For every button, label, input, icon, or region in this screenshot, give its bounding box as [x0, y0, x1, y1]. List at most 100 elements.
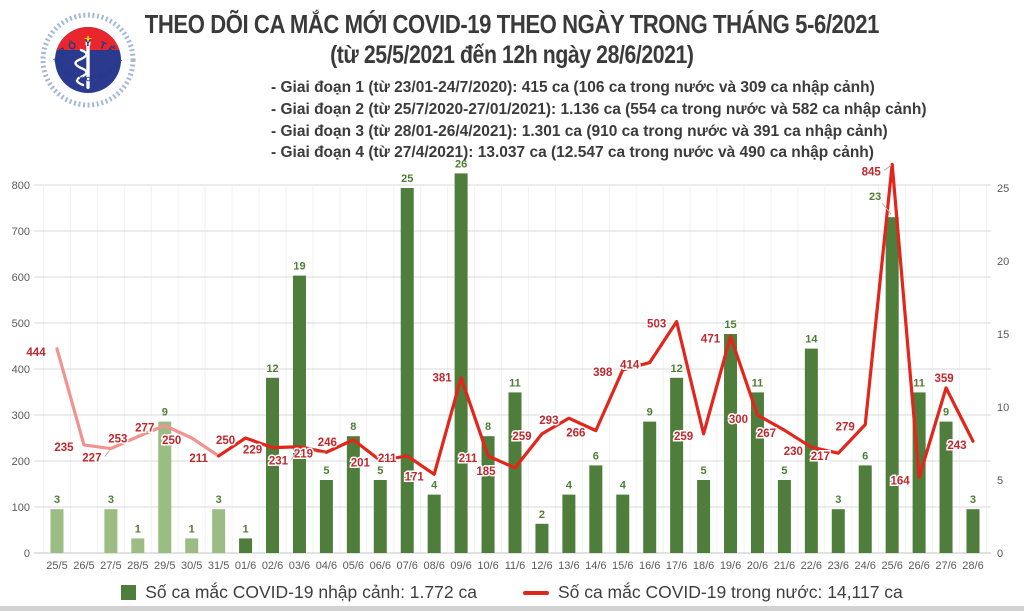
- bar-label: 25: [401, 173, 413, 185]
- logo-staff-head: [85, 40, 91, 47]
- left-axis-tick: 500: [12, 318, 30, 330]
- bar: [858, 465, 872, 553]
- x-axis-label: 23/6: [828, 560, 849, 572]
- bars-imported-cases: [50, 173, 980, 553]
- x-axis-label: 17/6: [666, 560, 687, 572]
- bottom-window-edge: [0, 606, 1024, 611]
- line-label: 201: [351, 458, 371, 470]
- covid-daily-chart: 3 319131121958525426811246491251511514362…: [12, 158, 1010, 572]
- bar: [724, 334, 738, 553]
- line-label: 444: [26, 347, 46, 359]
- bar-label: 9: [162, 407, 168, 419]
- bar: [885, 217, 899, 553]
- logo-snake-icon: [74, 48, 88, 87]
- x-axis-label: 27/5: [100, 560, 121, 572]
- line-label: 211: [189, 453, 208, 465]
- bar-label: 3: [970, 494, 976, 506]
- bar: [454, 173, 468, 553]
- bar: [185, 538, 199, 553]
- bar-label: 5: [377, 465, 383, 477]
- legend-domestic: Số ca mắc COVID-19 trong nước: 14,117 ca: [522, 582, 903, 603]
- line-label: 211: [378, 453, 397, 465]
- line-label: 243: [947, 440, 966, 452]
- right-axis-tick: 0: [997, 548, 1003, 560]
- x-axis-label: 03/6: [289, 560, 310, 572]
- line-label: 398: [593, 367, 613, 379]
- bar: [616, 494, 630, 553]
- right-axis-ticks: 0 5 10 15 20 25: [997, 183, 1009, 560]
- bar-label: 11: [913, 377, 925, 389]
- line-label: 503: [647, 319, 666, 331]
- x-axis-label: 01/6: [235, 560, 256, 572]
- label-leader-lines: [104, 164, 892, 460]
- legend-imported: Số ca mắc COVID-19 nhập cảnh: 1.772 ca: [121, 582, 477, 603]
- line-label: 471: [701, 333, 721, 345]
- line-label: 414: [620, 360, 640, 372]
- page-subtitle: (từ 25/5/2021 đến 12h ngày 28/6/2021): [0, 41, 1024, 70]
- phase-line-1: - Giai đoạn 1 (từ 23/01-24/7/2020): 415 …: [271, 79, 875, 96]
- bar: [562, 494, 576, 553]
- x-axis-label: 20/6: [747, 560, 768, 572]
- line-label: 381: [433, 373, 453, 385]
- bar-label: 2: [539, 509, 545, 521]
- bar: [831, 509, 845, 553]
- line-label: 235: [54, 442, 74, 454]
- x-axis-label: 05/6: [343, 560, 364, 572]
- x-axis-date-labels: 25/5 26/5 27/5 28/5 29/5 30/5 31/5 01/6 02/6 03/6…: [46, 560, 983, 572]
- left-axis-tick: 600: [12, 272, 30, 284]
- bar-label: 4: [566, 480, 573, 492]
- x-axis-label: 08/6: [423, 560, 444, 572]
- bar-label: 26: [455, 158, 467, 170]
- bar-label: 9: [943, 407, 949, 419]
- line-label: 217: [811, 451, 830, 463]
- x-axis-label: 16/6: [639, 560, 660, 572]
- x-axis-label: 06/6: [370, 560, 391, 572]
- bar: [481, 436, 495, 553]
- bar: [643, 421, 657, 553]
- bar: [400, 188, 414, 553]
- x-axis-label: 29/5: [154, 560, 175, 572]
- x-axis-label: 14/6: [585, 560, 606, 572]
- phase-line-2: - Giai đoạn 2 (từ 25/7/2020-27/01/2021):…: [271, 100, 927, 118]
- x-axis-label: 30/5: [181, 560, 202, 572]
- bar-label: 11: [752, 377, 764, 389]
- left-axis-tick: 300: [12, 410, 30, 422]
- x-axis-label: 13/6: [558, 560, 579, 572]
- line-domestic-cases: [55, 162, 975, 480]
- line-label: 253: [108, 434, 127, 446]
- line-label: 293: [539, 415, 558, 427]
- legend-domestic-marker-icon: [522, 590, 549, 595]
- bar: [50, 509, 64, 553]
- bar: [697, 480, 711, 553]
- bar: [292, 275, 306, 553]
- bar: [373, 480, 387, 553]
- x-axis-label: 11/6: [505, 560, 526, 572]
- bar-label: 5: [323, 465, 329, 477]
- bar-label: 3: [835, 494, 841, 506]
- bar: [427, 494, 441, 553]
- legend-imported-marker-icon: [121, 585, 137, 600]
- bar-label: 3: [216, 494, 222, 506]
- x-axis-label: 09/6: [450, 560, 471, 572]
- x-axis-label: 28/6: [962, 560, 983, 572]
- bar-label: 3: [54, 494, 60, 506]
- bar: [750, 392, 764, 553]
- line-june-segment: [217, 162, 975, 480]
- left-axis-tick: 400: [12, 364, 30, 376]
- left-axis-tick: 700: [12, 226, 30, 238]
- bar: [266, 377, 280, 553]
- phase-summary-block: - Giai đoạn 1 (từ 23/01-24/7/2020): 415 …: [271, 77, 927, 164]
- bar-label: 12: [266, 363, 278, 375]
- bar-label: 9: [647, 407, 653, 419]
- x-axis-label: 31/5: [208, 560, 229, 572]
- left-axis-ticks: 0 100 200 300 400 500 600 700 800: [12, 180, 30, 560]
- bar-label: 4: [431, 480, 438, 492]
- right-axis-tick: 20: [997, 256, 1009, 268]
- line-label: 267: [757, 428, 776, 440]
- bar-label: 11: [509, 377, 521, 389]
- bar-label: 6: [593, 450, 599, 462]
- x-axis-label: 04/6: [316, 560, 337, 572]
- x-axis-label: 26/5: [73, 560, 94, 572]
